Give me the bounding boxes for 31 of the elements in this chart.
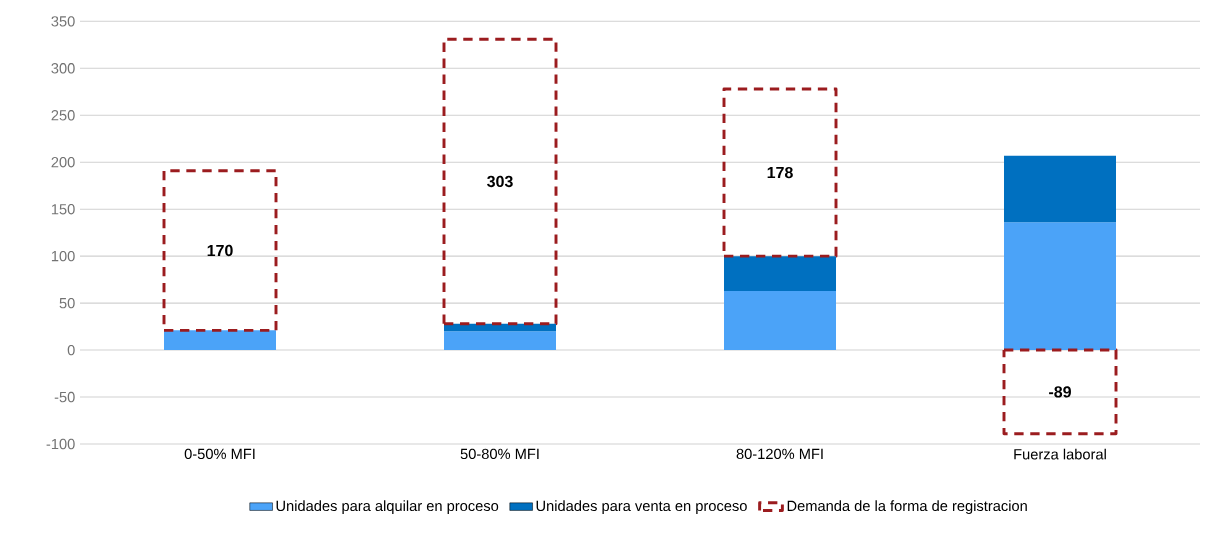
bar [1002, 348, 1118, 436]
bar [164, 330, 276, 351]
y-tick-label: 350 [51, 16, 75, 27]
bar [442, 37, 558, 326]
bar [722, 87, 838, 258]
bar [724, 256, 837, 291]
y-tick-label: -50 [54, 391, 75, 403]
x-tick-label: 0-50% MFI [184, 448, 255, 460]
x-tick-label: 50-80% MFI [460, 448, 539, 460]
x-tick-label: 80-120% MFI [736, 448, 823, 460]
data-label: 170 [207, 244, 233, 257]
bar [724, 290, 837, 351]
y-tick-label: 50 [59, 297, 75, 309]
bar [1004, 222, 1116, 351]
data-label: 303 [487, 175, 513, 188]
x-tick-label: Fuerza laboral [1014, 448, 1106, 460]
y-tick-label: 0 [67, 344, 75, 356]
y-tick-label: 100 [51, 250, 75, 262]
bar [1004, 155, 1116, 223]
bar [444, 331, 556, 351]
y-tick-label: 250 [51, 110, 75, 121]
legend-label: Unidades para alquilar en proceso [276, 500, 499, 514]
data-label: -89 [1049, 386, 1071, 398]
data-label: 178 [767, 166, 793, 179]
legend-label: Demanda de la forma de registracion [787, 500, 1027, 514]
y-tick-label: -100 [46, 438, 75, 450]
y-tick-label: 150 [51, 204, 75, 215]
y-tick-label: 300 [51, 63, 75, 74]
y-tick-label: 200 [51, 157, 75, 168]
legend-label: Unidades para venta en proceso [536, 500, 747, 514]
bar [162, 169, 278, 332]
